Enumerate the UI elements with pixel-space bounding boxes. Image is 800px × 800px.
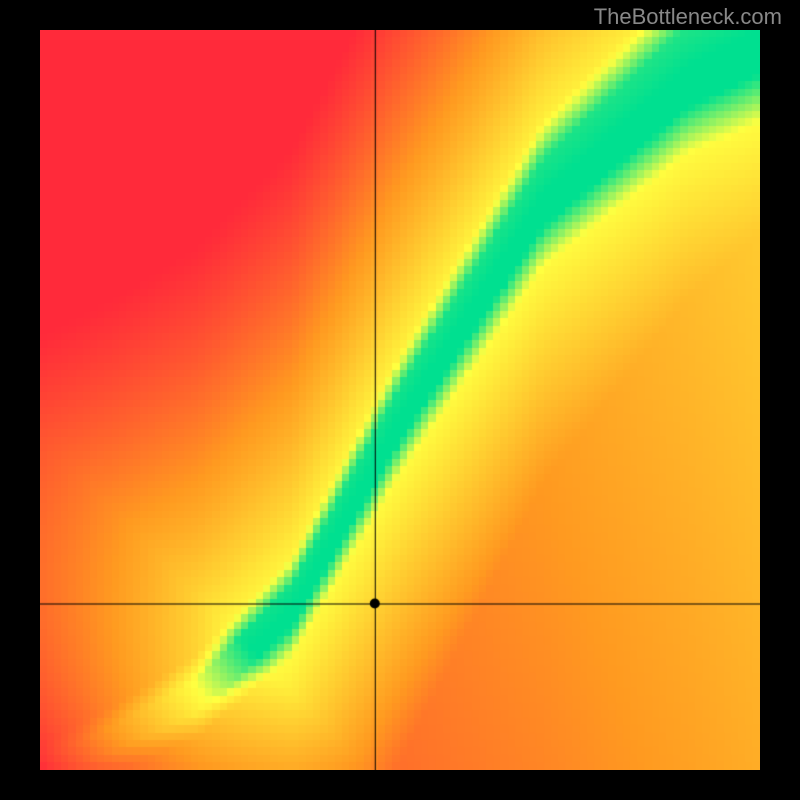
bottleneck-heatmap	[40, 30, 760, 770]
watermark-text: TheBottleneck.com	[594, 4, 782, 30]
